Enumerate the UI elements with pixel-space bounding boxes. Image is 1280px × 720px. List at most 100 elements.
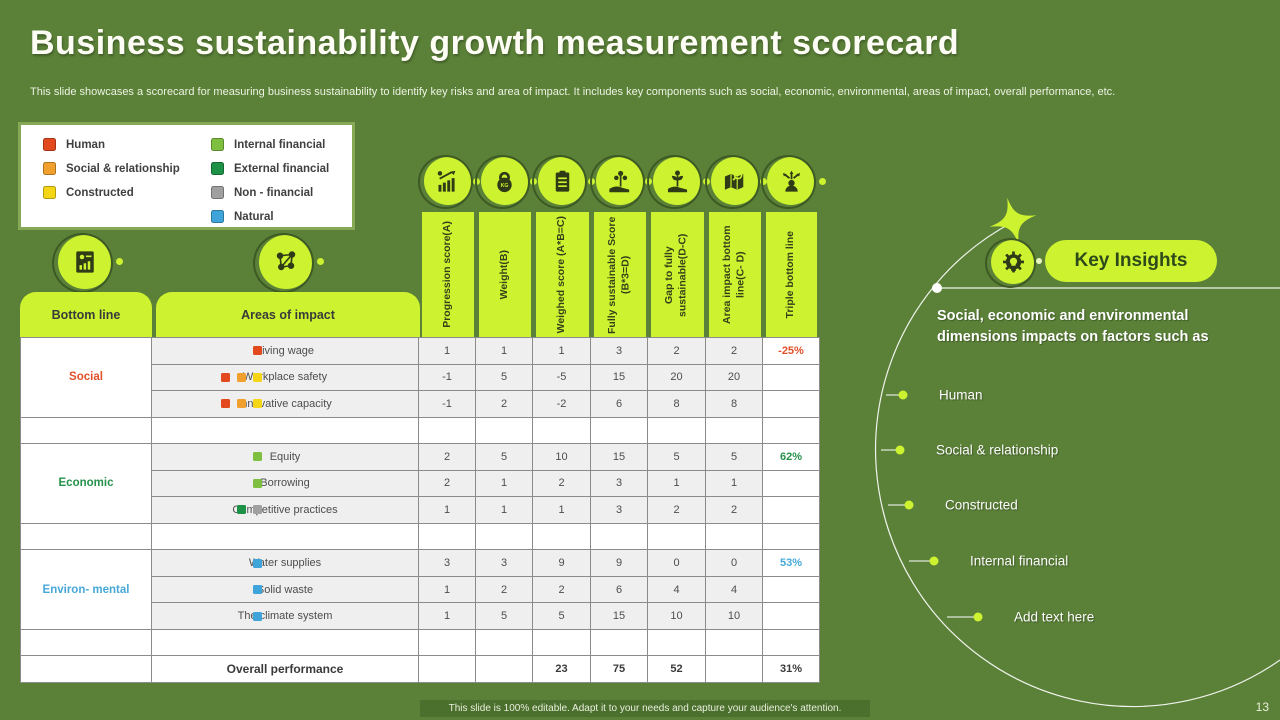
internal-swatch-icon: [211, 138, 224, 151]
value-cell: 5: [706, 444, 762, 470]
spacer-cell: [533, 417, 590, 444]
overall-bottom-line-cell: [21, 656, 151, 682]
report-card-icon: [76, 251, 94, 273]
report-card-icon-circle: [52, 233, 113, 293]
spacer-cell: [591, 629, 647, 656]
value-cell: 1: [419, 576, 475, 603]
spacer-cell: [21, 629, 151, 656]
spacer-cell: [648, 417, 705, 444]
column-header-label: Fully sustainable Score (B*3=D): [605, 215, 632, 334]
value-cell: 5: [476, 603, 532, 629]
natural-marker-icon: [253, 558, 262, 568]
area-of-impact-cell: Innovative capacity: [152, 391, 418, 417]
map-magnifier-icon: [724, 170, 744, 190]
column-header-label: Weight(B): [497, 249, 510, 300]
value-cell: 0: [706, 550, 762, 576]
key-insight-item-5: Add text here: [1014, 609, 1095, 625]
money-network-icon: [276, 251, 296, 271]
value-cell: 2: [706, 338, 762, 364]
spacer-cell: [419, 523, 475, 550]
area-of-impact-label: Water supplies: [248, 557, 322, 570]
column-sep-dot: [818, 177, 826, 185]
value-cell: 1: [419, 603, 475, 629]
spacer-cell: [763, 417, 819, 444]
bottom-line-group-3: Environ- mental: [21, 550, 151, 629]
social-marker-icon: [237, 372, 246, 382]
money-network-icon-circle: [253, 233, 314, 293]
item-bullet-dot: [898, 390, 908, 400]
value-cell: 5: [533, 603, 590, 629]
kettlebell-icon: KG: [497, 171, 512, 192]
spacer-cell: [152, 629, 418, 656]
column-header-4: Fully sustainable Score (B*3=D): [593, 212, 646, 337]
constructed-marker-icon: [253, 372, 262, 382]
key-insight-item-3: Constructed: [945, 497, 1018, 513]
value-cell: 2: [476, 576, 532, 603]
column-header-label: Weighed score (A*B=C): [555, 215, 568, 334]
legend-item-constructed: Constructed: [43, 185, 211, 200]
legend-item-natural: Natural: [211, 209, 329, 224]
value-cell: 3: [591, 338, 647, 364]
value-cell: 10: [533, 444, 590, 470]
spacer-cell: [419, 417, 475, 444]
legend-label: Internal financial: [234, 138, 326, 151]
value-cell: 20: [648, 364, 705, 391]
value-cell: 2: [706, 497, 762, 523]
constructed-marker-icon: [253, 399, 262, 409]
key-insights-pill: Key Insights: [1045, 240, 1217, 282]
value-cell: 20: [706, 364, 762, 391]
legend-column-1: Human Social & relationship Constructed: [43, 137, 211, 227]
constructed-swatch-icon: [43, 186, 56, 199]
value-cell: 8: [648, 391, 705, 417]
column-header-2: Weight(B): [478, 212, 531, 337]
value-cell: 3: [419, 550, 475, 576]
triple-bottom-line-cell: [763, 497, 819, 523]
key-insight-item-4: Internal financial: [970, 553, 1069, 569]
column-header-1: Progression score(A): [421, 212, 474, 337]
legend-item-external: External financial: [211, 161, 329, 176]
corner-sep-dot: [317, 258, 324, 265]
footer-bar: This slide is 100% editable. Adapt it to…: [420, 700, 870, 717]
triple-bottom-line-cell: [763, 470, 819, 497]
money-plant-hand-icon: [609, 170, 630, 192]
tab-bottom-line-label: Bottom line: [51, 307, 121, 322]
overall-value-cell: 75: [591, 656, 647, 682]
legend-item-social: Social & relationship: [43, 161, 211, 176]
tab-areas-of-impact: Areas of impact: [156, 292, 420, 337]
growth-hand-icon-circle: [647, 155, 702, 209]
external-swatch-icon: [211, 162, 224, 175]
area-of-impact-label: Equity: [269, 450, 301, 463]
value-cell: 1: [476, 338, 532, 364]
triple-bottom-line-cell: [763, 576, 819, 603]
checklist-icon-circle: [532, 155, 587, 209]
overall-performance-label: Overall performance: [152, 656, 418, 682]
value-cell: 4: [706, 576, 762, 603]
value-cell: 6: [591, 576, 647, 603]
value-cell: 15: [591, 364, 647, 391]
key-insights-icon-circle: [985, 238, 1036, 288]
triple-bottom-line-cell: [763, 603, 819, 629]
decision-arrows-icon: [782, 170, 800, 192]
value-cell: 0: [648, 550, 705, 576]
value-cell: 5: [476, 444, 532, 470]
value-cell: 5: [476, 364, 532, 391]
item-bullet-dot: [895, 445, 905, 455]
value-cell: 8: [706, 391, 762, 417]
spacer-cell: [648, 523, 705, 550]
human-marker-icon: [253, 346, 262, 356]
spacer-cell: [591, 417, 647, 444]
legend-item-human: Human: [43, 137, 211, 152]
legend-item-nonfinancial: Non - financial: [211, 185, 329, 200]
value-cell: 9: [591, 550, 647, 576]
spacer-cell: [533, 523, 590, 550]
spacer-cell: [763, 523, 819, 550]
growth-hand-icon: [667, 169, 687, 192]
bottom-line-group-2: Economic: [21, 444, 151, 523]
capital-markers: [166, 558, 262, 568]
capital-markers: [166, 585, 262, 595]
nonfinancial-swatch-icon: [211, 186, 224, 199]
triple-bottom-line-cell: [763, 391, 819, 417]
legend-column-2: Internal financial External financial Non …: [211, 137, 329, 227]
triple-bottom-line-cell: 62%: [763, 444, 819, 470]
corner-sep-dot: [116, 258, 123, 265]
